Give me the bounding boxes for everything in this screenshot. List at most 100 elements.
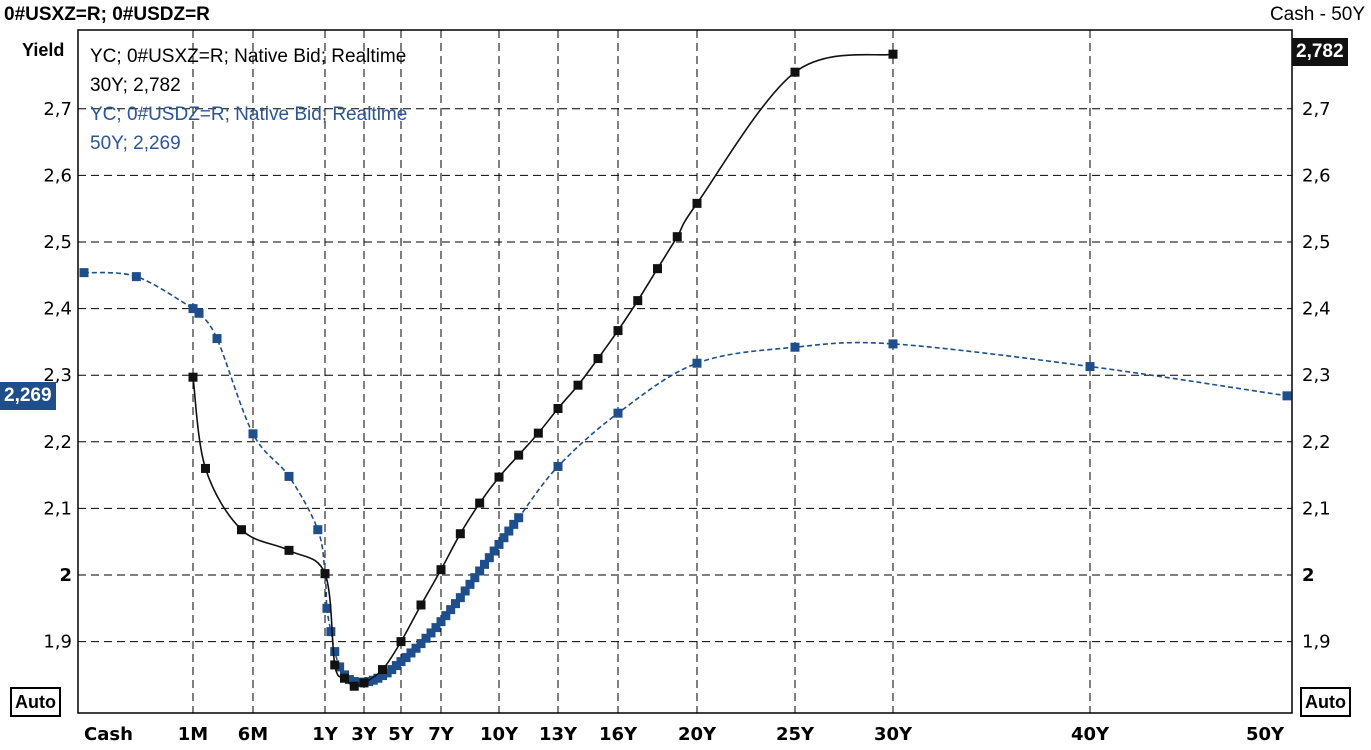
series-2-point	[460, 586, 470, 596]
series-1-point	[533, 428, 543, 438]
series-2-point	[484, 553, 494, 563]
series-2-point	[470, 573, 480, 583]
y-tick-label-right: 2	[1302, 565, 1315, 586]
series-1-point	[436, 565, 446, 575]
legend-series1-value: 30Y; 2,782	[90, 75, 181, 96]
y-tick-label-left: 2,1	[43, 498, 72, 519]
legend-series2-name: YC; 0#USDZ=R; Native Bid; Realtime	[90, 104, 408, 125]
series-1-point	[613, 326, 623, 336]
series-2-line	[83, 271, 1288, 684]
x-tick-label: 1M	[178, 724, 208, 745]
series-2-point	[480, 559, 489, 569]
series-2-point	[1282, 391, 1292, 401]
legend-series2-value: 50Y; 2,269	[90, 133, 181, 154]
series-2-point	[431, 623, 441, 633]
x-tick-label: 1Y	[312, 724, 339, 745]
series-2-point	[330, 647, 340, 657]
series-1-point	[633, 296, 643, 306]
grid-lines	[78, 30, 1292, 713]
series-2-point	[131, 272, 141, 282]
series-2-point	[465, 579, 475, 589]
y-tick-label-left: 2,5	[43, 232, 72, 253]
series-1-point	[200, 463, 210, 473]
series-2-point	[494, 539, 504, 549]
x-tick-label: 5Y	[388, 724, 415, 745]
series-1-point	[692, 198, 702, 208]
series-1-point	[320, 569, 330, 579]
series-1-point	[790, 67, 800, 77]
series-2-point	[322, 603, 332, 613]
series-2-point	[349, 677, 359, 687]
series-2-point	[212, 334, 222, 344]
series-2-point	[401, 653, 411, 663]
y-tick-label-right: 2,1	[1302, 498, 1331, 519]
series-2-point	[344, 675, 354, 685]
series-2-point	[790, 342, 800, 352]
series-1-point	[653, 264, 662, 274]
series-1-point	[514, 450, 524, 460]
series-2-point	[446, 605, 456, 615]
series-1-point	[188, 372, 198, 382]
y-axis-right: 2,7 2,6 2,5 2,4 2,3 2,2 2,1 2 1,9	[1302, 99, 1331, 653]
y-tick-label-right: 2,2	[1302, 432, 1331, 453]
y-tick-label-left: 2,2	[43, 432, 72, 453]
y-tick-label-left: 2	[59, 565, 72, 586]
series-1-point	[378, 665, 387, 675]
series-1-point	[573, 380, 583, 390]
series-2-point	[248, 429, 258, 439]
series-2-point	[455, 593, 465, 603]
series-2-point	[451, 599, 460, 609]
y-tick-label-right: 2,3	[1302, 365, 1331, 386]
y-tick-label-left: 1,9	[43, 632, 72, 653]
x-tick-label: 40Y	[1071, 724, 1110, 745]
series-2-point	[436, 617, 446, 627]
date-range-label: Cash - 50Y	[1269, 4, 1365, 25]
series-2-point	[364, 677, 374, 687]
series-2-point	[368, 675, 378, 685]
x-tick-label: 10Y	[480, 724, 519, 745]
series-2-point	[514, 513, 524, 523]
last-value-badge-right: 2,782	[1292, 38, 1348, 66]
series-2-point	[888, 339, 898, 349]
series-2-point	[354, 677, 364, 687]
series-2-point	[387, 665, 397, 675]
x-tick-label: 16Y	[599, 724, 638, 745]
legend-series1-name: YC; 0#USXZ=R; Native Bid; Realtime	[90, 46, 407, 67]
y-tick-label-left: 2,7	[43, 99, 72, 120]
series-2-point	[499, 533, 509, 543]
series-2-point	[441, 611, 451, 621]
auto-scale-button-right[interactable]: Auto	[1300, 687, 1351, 717]
series-2-point	[335, 662, 345, 672]
series-1-point	[349, 681, 359, 691]
series-2-point	[426, 628, 436, 638]
auto-scale-button-left[interactable]: Auto	[10, 687, 61, 717]
series-1-point	[475, 498, 485, 508]
plot-border	[77, 29, 1293, 714]
chart-title: 0#USXZ=R; 0#USDZ=R	[4, 4, 210, 25]
series-2	[79, 268, 1292, 687]
series-2-point	[284, 471, 294, 481]
last-value-badge-left: 2,269	[0, 382, 56, 410]
series-2-point	[194, 308, 204, 318]
x-tick-label: 6M	[238, 724, 268, 745]
series-2-point	[391, 661, 401, 671]
series-1-point	[553, 404, 563, 413]
series-1-point	[330, 660, 340, 670]
series-1-point	[396, 637, 406, 647]
series-2-point	[382, 668, 392, 678]
x-axis: Cash 1M 6M 1Y 3Y 5Y 7Y 10Y 13Y 16Y 20Y 25Y 30Y 40Y 50Y	[84, 724, 1285, 745]
y-axis-title: Yield	[22, 40, 65, 60]
y-tick-label-right: 2,7	[1302, 99, 1331, 120]
series-2-point	[406, 648, 416, 658]
x-tick-label: 25Y	[776, 724, 815, 745]
series-layer	[79, 49, 1292, 691]
x-tick-label: 50Y	[1246, 724, 1285, 745]
y-tick-label-right: 2,4	[1302, 299, 1331, 320]
series-2-point	[553, 461, 563, 471]
x-tick-label: 13Y	[539, 724, 578, 745]
series-1-point	[455, 529, 465, 539]
series-1-point	[593, 354, 603, 364]
series-1-point	[494, 472, 504, 482]
series-2-point	[504, 526, 514, 536]
